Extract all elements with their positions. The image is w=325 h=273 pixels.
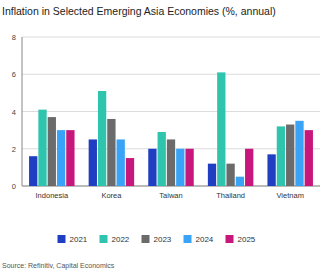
bar bbox=[286, 125, 294, 186]
bar bbox=[208, 164, 216, 186]
grid-line bbox=[22, 111, 320, 112]
bar bbox=[295, 121, 303, 186]
bar bbox=[117, 139, 125, 186]
bar bbox=[167, 139, 175, 186]
bar bbox=[217, 72, 225, 186]
legend-swatch bbox=[58, 235, 66, 243]
x-tick-label: Taiwan bbox=[159, 191, 182, 200]
bar bbox=[126, 158, 134, 186]
bar bbox=[226, 164, 234, 186]
bar bbox=[277, 126, 285, 186]
bar bbox=[66, 130, 74, 186]
legend-label: 2023 bbox=[154, 235, 172, 244]
x-tick-label: Indonesia bbox=[36, 191, 69, 200]
grid-line bbox=[22, 37, 320, 38]
bar bbox=[185, 149, 193, 186]
bar bbox=[98, 91, 106, 186]
bar bbox=[89, 139, 97, 186]
y-tick-label: 6 bbox=[12, 70, 16, 79]
y-tick-label: 8 bbox=[12, 33, 16, 42]
grid-line bbox=[22, 74, 320, 75]
legend-label: 2024 bbox=[196, 235, 214, 244]
x-tick-label: Thailand bbox=[216, 191, 245, 200]
bar bbox=[48, 117, 56, 186]
x-tick-label: Vietnam bbox=[277, 191, 304, 200]
legend-swatch bbox=[100, 235, 108, 243]
bars bbox=[29, 72, 313, 186]
bar bbox=[57, 130, 65, 186]
bar bbox=[38, 110, 46, 186]
bar bbox=[29, 156, 37, 186]
y-tick-label: 0 bbox=[12, 182, 16, 191]
legend-label: 2021 bbox=[70, 235, 88, 244]
legend-swatch bbox=[226, 235, 234, 243]
bar bbox=[267, 154, 275, 186]
legend-label: 2022 bbox=[112, 235, 130, 244]
bar bbox=[148, 149, 156, 186]
x-tick-label: Korea bbox=[101, 191, 122, 200]
bar bbox=[107, 119, 115, 186]
y-tick-label: 4 bbox=[12, 108, 16, 117]
bar bbox=[305, 130, 313, 186]
source: Source: Refinitiv, Capital Economics bbox=[2, 262, 115, 270]
chart: Inflation in Selected Emerging Asia Econ… bbox=[0, 0, 325, 273]
y-tick-label: 2 bbox=[12, 145, 16, 154]
bar bbox=[158, 132, 166, 186]
bar bbox=[176, 149, 184, 186]
bar bbox=[236, 177, 244, 186]
legend-label: 2025 bbox=[238, 235, 256, 244]
legend-swatch bbox=[184, 235, 192, 243]
legend-swatch bbox=[142, 235, 150, 243]
bar bbox=[245, 149, 253, 186]
y-axis bbox=[22, 37, 23, 186]
title: Inflation in Selected Emerging Asia Econ… bbox=[2, 5, 276, 17]
